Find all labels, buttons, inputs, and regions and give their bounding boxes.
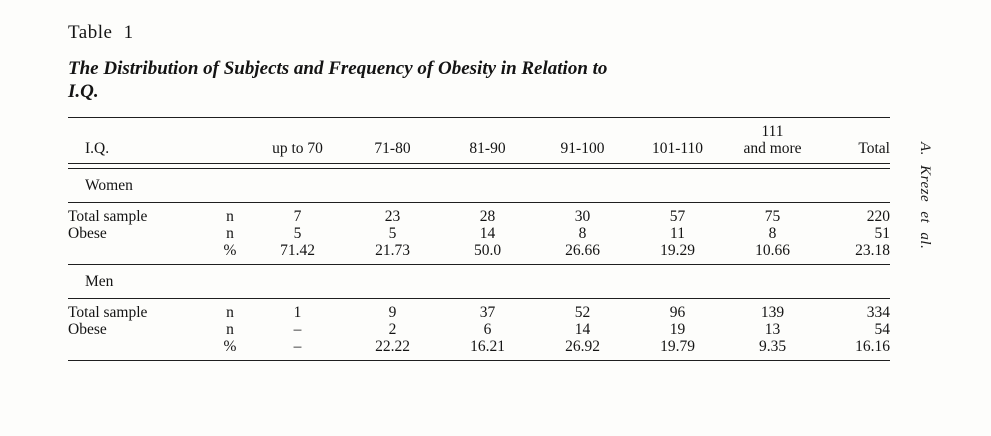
- cell-value: 9.35: [758, 338, 787, 355]
- section-header-men: Men: [68, 265, 890, 298]
- table-title-line2: I.Q.: [68, 81, 99, 102]
- table-header-row: I.Q. up to 70 71-80 81-90 91-100 101-110…: [68, 118, 890, 163]
- cell-value: 37: [479, 304, 496, 321]
- column-header-111-line2: and more: [743, 140, 802, 157]
- cell-value: 19: [669, 321, 686, 338]
- cell-value: –: [293, 338, 302, 355]
- table-row: Total sample n 1 9 37 52 96 139 334: [68, 304, 890, 321]
- table-number-label: Table 1: [68, 22, 134, 43]
- cell-value: 28: [479, 208, 496, 225]
- cell-value: 71.42: [280, 242, 315, 259]
- section-name: Women: [85, 177, 133, 194]
- section-rule: [68, 202, 890, 203]
- section-rule: [68, 298, 890, 299]
- cell-value: 75: [764, 208, 781, 225]
- row-label: Total sample: [68, 208, 148, 225]
- cell-value: 8: [578, 225, 587, 242]
- cell-value-total: 23.18: [855, 242, 890, 259]
- section-header-women: Women: [68, 169, 890, 202]
- cell-value: 19.79: [660, 338, 695, 355]
- cell-value: 96: [669, 304, 686, 321]
- cell-value: 7: [293, 208, 302, 225]
- cell-value-total: 334: [866, 304, 890, 321]
- cell-value-total: 54: [874, 321, 891, 338]
- row-stat: n: [226, 304, 234, 321]
- cell-value: 21.73: [375, 242, 410, 259]
- column-header-91-100: 91-100: [560, 140, 605, 157]
- column-header-iq: I.Q.: [85, 140, 110, 157]
- cell-value: 26.66: [565, 242, 600, 259]
- cell-value: 9: [388, 304, 397, 321]
- row-stat: %: [223, 242, 237, 259]
- column-header-111-and-more: 111 and more: [725, 123, 820, 157]
- women-rows: Total sample n 7 23 28 30 57 75 220 Obes…: [68, 203, 890, 264]
- running-head-authors: A. Kreze et al.: [917, 142, 933, 250]
- column-header-101-110: 101-110: [651, 140, 704, 157]
- cell-value: 5: [388, 225, 397, 242]
- table-double-rule: [68, 163, 890, 169]
- cell-value: 10.66: [755, 242, 790, 259]
- table-caption-block: Table 1 The Distribution of Subjects and…: [68, 22, 708, 103]
- column-header-81-90: 81-90: [469, 140, 506, 157]
- cell-value-total: 220: [866, 208, 890, 225]
- table-row: % – 22.22 16.21 26.92 19.79 9.35 16.16: [68, 338, 890, 355]
- cell-value: 139: [760, 304, 785, 321]
- table-bottom-rule: [68, 360, 890, 361]
- cell-value-total: 16.16: [855, 338, 890, 355]
- cell-value: 22.22: [375, 338, 410, 355]
- cell-value-total: 51: [874, 225, 891, 242]
- cell-value: 13: [764, 321, 781, 338]
- cell-value: 2: [388, 321, 397, 338]
- cell-value: 14: [479, 225, 496, 242]
- cell-value: 57: [669, 208, 686, 225]
- cell-value: 1: [293, 304, 302, 321]
- table-top-rule: [68, 117, 890, 118]
- row-label: Total sample: [68, 304, 148, 321]
- row-label: Obese: [68, 321, 107, 338]
- cell-value: 16.21: [470, 338, 505, 355]
- cell-value: 30: [574, 208, 591, 225]
- table-row: Obese n – 2 6 14 19 13 54: [68, 321, 890, 338]
- cell-value: 52: [574, 304, 591, 321]
- cell-value: 8: [768, 225, 777, 242]
- table-row: Total sample n 7 23 28 30 57 75 220: [68, 208, 890, 225]
- cell-value: 5: [293, 225, 302, 242]
- column-header-111-line1: 111: [761, 123, 784, 140]
- cell-value: –: [293, 321, 302, 338]
- cell-value: 19.29: [660, 242, 695, 259]
- row-label: Obese: [68, 225, 107, 242]
- column-header-upto70: up to 70: [272, 140, 323, 157]
- cell-value: 26.92: [565, 338, 600, 355]
- column-header-71-80: 71-80: [374, 140, 411, 157]
- section-name: Men: [85, 273, 114, 290]
- cell-value: 50.0: [473, 242, 502, 259]
- table-row: % 71.42 21.73 50.0 26.66 19.29 10.66 23.…: [68, 242, 890, 259]
- men-rows: Total sample n 1 9 37 52 96 139 334 Obes…: [68, 299, 890, 360]
- cell-value: 23: [384, 208, 401, 225]
- cell-value: 6: [483, 321, 492, 338]
- section-rule: [68, 264, 890, 265]
- row-stat: n: [226, 208, 234, 225]
- cell-value: 11: [670, 225, 685, 242]
- column-header-total: Total: [858, 140, 890, 157]
- row-stat: %: [223, 338, 237, 355]
- table-row: Obese n 5 5 14 8 11 8 51: [68, 225, 890, 242]
- row-stat: n: [226, 321, 234, 338]
- table-title-line1: The Distribution of Subjects and Frequen…: [68, 58, 608, 79]
- cell-value: 14: [574, 321, 591, 338]
- row-stat: n: [226, 225, 234, 242]
- data-table: I.Q. up to 70 71-80 81-90 91-100 101-110…: [68, 117, 890, 361]
